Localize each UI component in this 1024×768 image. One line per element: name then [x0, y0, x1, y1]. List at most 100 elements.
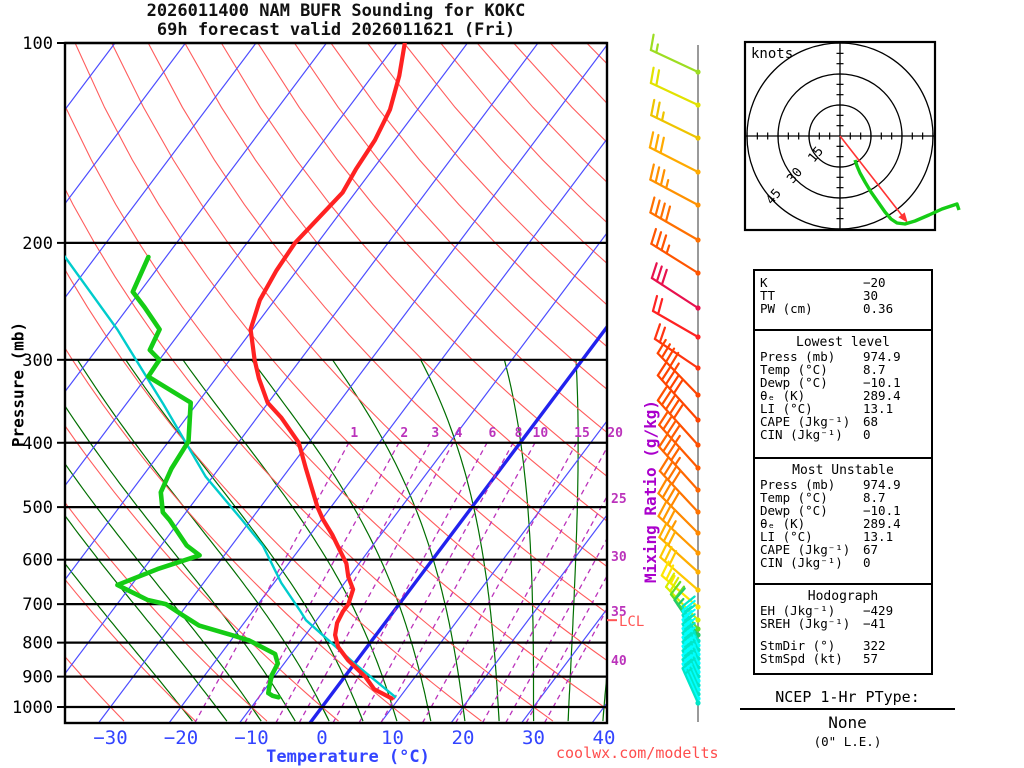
svg-text:−20: −20 [164, 727, 198, 749]
svg-text:400: 400 [22, 434, 53, 454]
svg-text:900: 900 [22, 668, 53, 688]
stat-label: LI (°C) [760, 529, 813, 544]
stat-label: CAPE (Jkg⁻¹) [760, 542, 851, 557]
stat-row: PW (cm) 0.36 [755, 302, 931, 315]
stat-value: −10.1 [863, 375, 901, 390]
wind-barb [658, 410, 701, 471]
stat-label: Press (mb) [760, 349, 836, 364]
svg-text:25: 25 [611, 492, 627, 507]
stat-label: EH (Jkg⁻¹) [760, 603, 836, 618]
stat-row: Press (mb) 974.9 [755, 350, 931, 363]
svg-text:0: 0 [316, 727, 327, 749]
stat-label: Temp (°C) [760, 362, 828, 377]
wind-barb [658, 522, 701, 575]
stat-value: 289.4 [863, 388, 901, 403]
ptype-title: NCEP 1-Hr PType: [740, 688, 955, 710]
stat-label: CAPE (Jkg⁻¹) [760, 414, 851, 429]
wind-barb [657, 478, 701, 536]
lcl-marker: LCL [607, 614, 644, 630]
svg-text:1: 1 [350, 426, 358, 441]
frame [63, 41, 609, 725]
title-line2: 69h forecast valid 2026011621 (Fri) [156, 20, 516, 40]
stat-row: Temp (°C) 8.7 [755, 491, 931, 504]
stat-label: θₑ (K) [760, 516, 806, 531]
stats-section-lowest-level: Lowest level Press (mb) 974.9 Temp (°C) 8.7 D… [753, 329, 933, 459]
stat-row: Press (mb) 974.9 [755, 478, 931, 491]
wind-barb [659, 542, 701, 593]
stat-row: CAPE (Jkg⁻¹) 68 [755, 415, 931, 428]
stat-value: 68 [863, 414, 879, 429]
svg-text:200: 200 [22, 234, 53, 254]
stats-header: Lowest level [796, 335, 890, 350]
svg-text:300: 300 [22, 351, 53, 371]
wind-barb [658, 432, 701, 493]
stat-value: −41 [863, 616, 886, 631]
svg-text:20: 20 [607, 426, 623, 441]
stat-value: −429 [863, 603, 894, 618]
stat-value: 0.36 [863, 301, 894, 316]
svg-text:10: 10 [533, 426, 549, 441]
stat-value: 0 [863, 427, 871, 442]
stat-row: Temp (°C) 8.7 [755, 363, 931, 376]
stat-value: 0 [863, 555, 871, 570]
svg-text:40: 40 [593, 727, 616, 749]
wind-barb [649, 66, 701, 108]
svg-text:1000: 1000 [12, 698, 53, 718]
svg-text:100: 100 [22, 34, 53, 54]
background-lines [65, 43, 607, 723]
stat-row: Dewp (°C) −10.1 [755, 376, 931, 389]
svg-text:35: 35 [611, 605, 627, 620]
ptype-liquid-equivalent: (0" L.E.) [813, 734, 882, 749]
wind-barb [649, 196, 701, 243]
ptype-value: None [828, 713, 867, 732]
stat-row: StmSpd (kt) 57 [755, 652, 931, 665]
stat-label: Press (mb) [760, 477, 836, 492]
stat-row: TT 30 [755, 289, 931, 302]
stat-label: CIN (Jkg⁻¹) [760, 427, 843, 442]
svg-text:4: 4 [455, 426, 463, 441]
plot-frame [63, 41, 609, 725]
mixing-ratio-labels: 1 2 3 4 6 8 10 15 20 25 30 35 40 [350, 426, 626, 669]
hodograph-frame [743, 40, 937, 232]
stats-section-hodograph-stats: Hodograph EH (Jkg⁻¹) −429 SREH (Jkg⁻¹) −41 St… [753, 583, 933, 675]
stat-value: 322 [863, 638, 886, 653]
svg-text:15: 15 [574, 426, 590, 441]
stat-row: CIN (Jkg⁻¹) 0 [755, 556, 931, 569]
wind-barb [656, 361, 701, 423]
svg-text:3: 3 [431, 426, 439, 441]
svg-text:700: 700 [22, 595, 53, 615]
stat-label: StmSpd (kt) [760, 651, 843, 666]
stat-row: θₑ (K) 289.4 [755, 389, 931, 402]
stat-value: 8.7 [863, 490, 886, 505]
svg-text:10: 10 [381, 727, 404, 749]
stat-row: EH (Jkg⁻¹) −429 [755, 604, 931, 617]
stat-label: PW (cm) [760, 301, 813, 316]
stat-row: CAPE (Jkg⁻¹) 67 [755, 543, 931, 556]
stat-row: CIN (Jkg⁻¹) 0 [755, 428, 931, 441]
stat-row: StmDir (°) 322 [755, 639, 931, 652]
stat-row: K −20 [755, 276, 931, 289]
hodograph-units-label: knots [751, 46, 794, 62]
wind-barb [650, 98, 701, 141]
stat-label: Dewp (°C) [760, 503, 828, 518]
stats-header: Most Unstable [792, 463, 894, 478]
wind-barb [648, 131, 701, 175]
sounding-traces [65, 43, 407, 701]
svg-text:600: 600 [22, 551, 53, 571]
stat-row: θₑ (K) 289.4 [755, 517, 931, 530]
svg-text:500: 500 [22, 498, 53, 518]
watermark-link[interactable]: coolwx.com/modelts [556, 744, 719, 762]
stat-value: 13.1 [863, 529, 894, 544]
stat-value: 289.4 [863, 516, 901, 531]
wind-barbs [648, 33, 701, 722]
wind-barb [656, 386, 701, 448]
stat-value: 8.7 [863, 362, 886, 377]
wind-barb [681, 657, 701, 706]
svg-text:30: 30 [522, 727, 545, 749]
stat-label: θₑ (K) [760, 388, 806, 403]
pressure-axis-label: Pressure (mb) [8, 321, 28, 448]
temperature-trace [248, 43, 407, 701]
svg-text:6: 6 [489, 426, 497, 441]
